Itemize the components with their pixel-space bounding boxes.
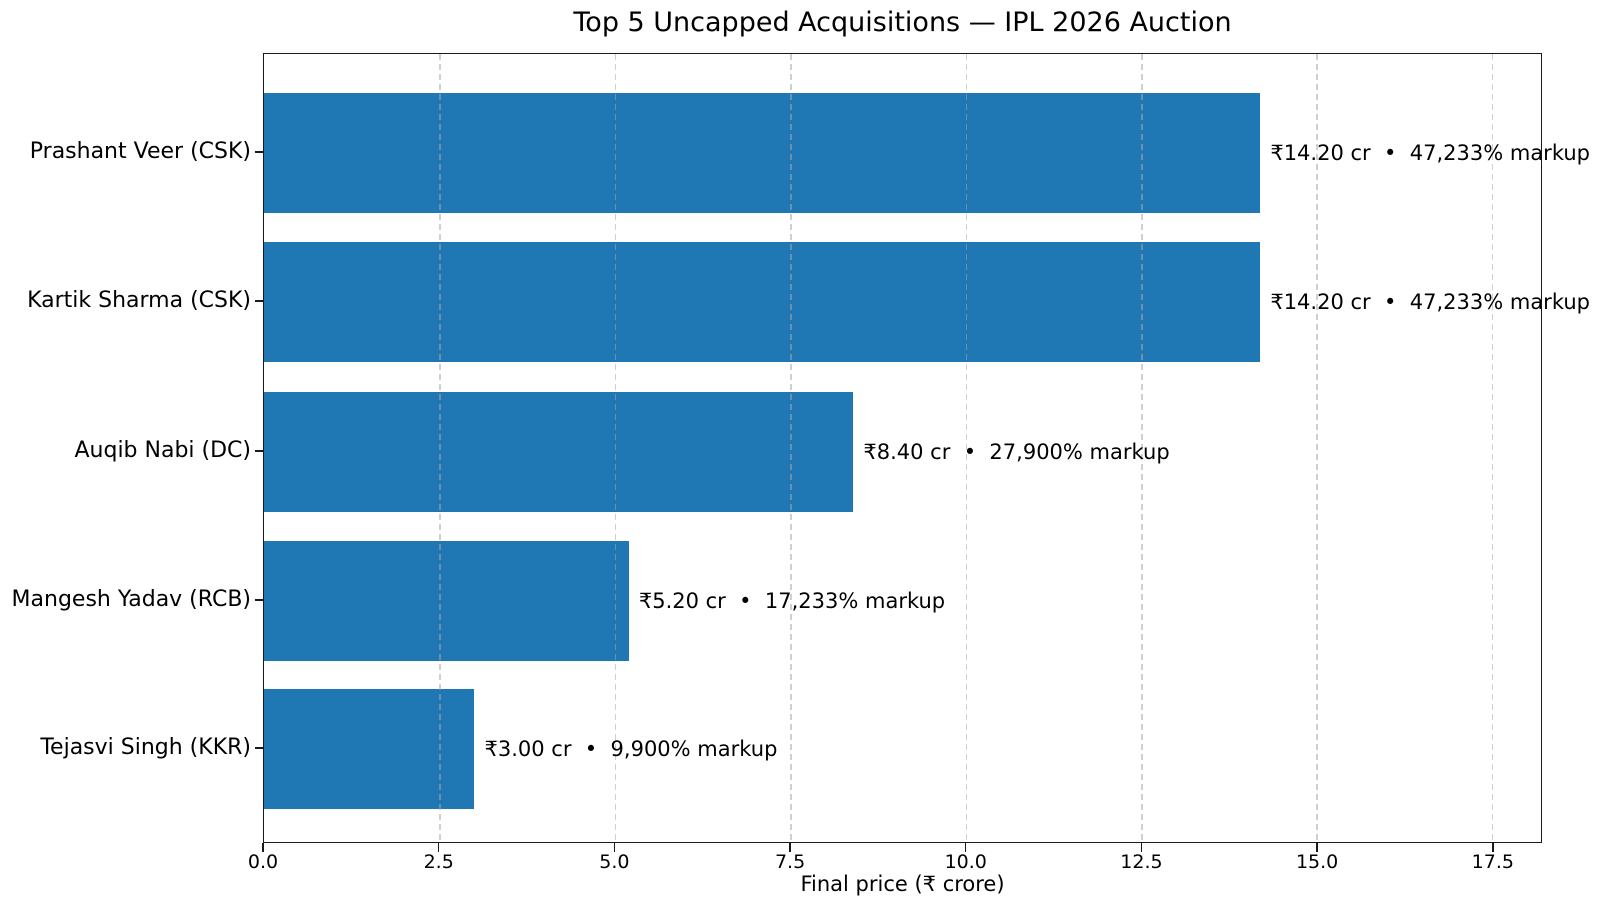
x-tick-label-17.5: 17.5	[1471, 851, 1514, 873]
x-tick-label-15.0: 15.0	[1295, 851, 1339, 873]
x-tick-label-7.5: 7.5	[774, 851, 806, 873]
y-tick-label-2: Auqib Nabi (DC)	[74, 438, 251, 463]
bar-value-label-1: ₹14.20 cr • 47,233% markup	[1270, 289, 1590, 314]
x-tick-label-10.0: 10.0	[944, 851, 987, 873]
y-tick-mark-2	[255, 450, 263, 452]
gridline-x-10.0	[965, 54, 968, 842]
x-tick-mark-2.5	[437, 843, 440, 852]
y-tick-label-3: Mangesh Yadav (RCB)	[11, 586, 251, 612]
y-tick-mark-0	[255, 151, 263, 153]
gridline-x-17.5	[1491, 54, 1494, 842]
bar-2	[264, 392, 854, 512]
x-tick-mark-7.5	[789, 843, 791, 852]
x-tick-label-12.5: 12.5	[1120, 851, 1163, 873]
x-tick-label-5.0: 5.0	[599, 851, 630, 873]
x-tick-mark-15.0	[1316, 843, 1318, 852]
bar-value-label-4: ₹3.00 cr • 9,900% markup	[484, 736, 778, 761]
y-tick-mark-3	[255, 599, 263, 601]
bar-value-label-3: ₹5.20 cr • 17,233% markup	[638, 588, 946, 613]
x-tick-mark-10.0	[964, 843, 967, 852]
bar-0	[264, 92, 1261, 213]
y-tick-label-1: Kartik Sharma (CSK)	[27, 287, 251, 313]
bar-value-label-2: ₹8.40 cr • 27,900% markup	[863, 440, 1170, 464]
y-tick-label-4: Tejasvi Singh (KKR)	[40, 734, 251, 760]
x-tick-label-0.0: 0.0	[247, 851, 279, 873]
x-tick-mark-5.0	[613, 843, 616, 852]
y-tick-label-0: Prashant Veer (CSK)	[29, 138, 251, 164]
chart-title: Top 5 Uncapped Acquisitions — IPL 2026 A…	[573, 7, 1232, 38]
gridline-x-12.5	[1141, 54, 1143, 842]
plot-area: ₹14.20 cr • 47,233% markup ₹14.20 cr • 47…	[263, 53, 1590, 843]
bar-value-label-0: ₹14.20 cr • 47,233% markup	[1270, 140, 1590, 165]
y-tick-mark-4	[255, 747, 263, 749]
gridline-x-2.5	[439, 54, 441, 842]
bar-1	[264, 241, 1261, 362]
y-tick-mark-1	[255, 300, 263, 302]
gridline-x-5.0	[614, 54, 617, 842]
bar-4	[264, 688, 475, 809]
x-tick-mark-17.5	[1492, 843, 1494, 852]
gridline-x-7.5	[790, 54, 792, 842]
x-axis-label: Final price (₹ crore)	[800, 872, 1005, 896]
gridline-x-15.0	[1316, 54, 1318, 842]
x-tick-mark-12.5	[1140, 843, 1143, 852]
x-tick-label-2.5: 2.5	[423, 851, 454, 873]
bar-3	[264, 540, 629, 661]
x-tick-mark-0.0	[262, 843, 264, 852]
